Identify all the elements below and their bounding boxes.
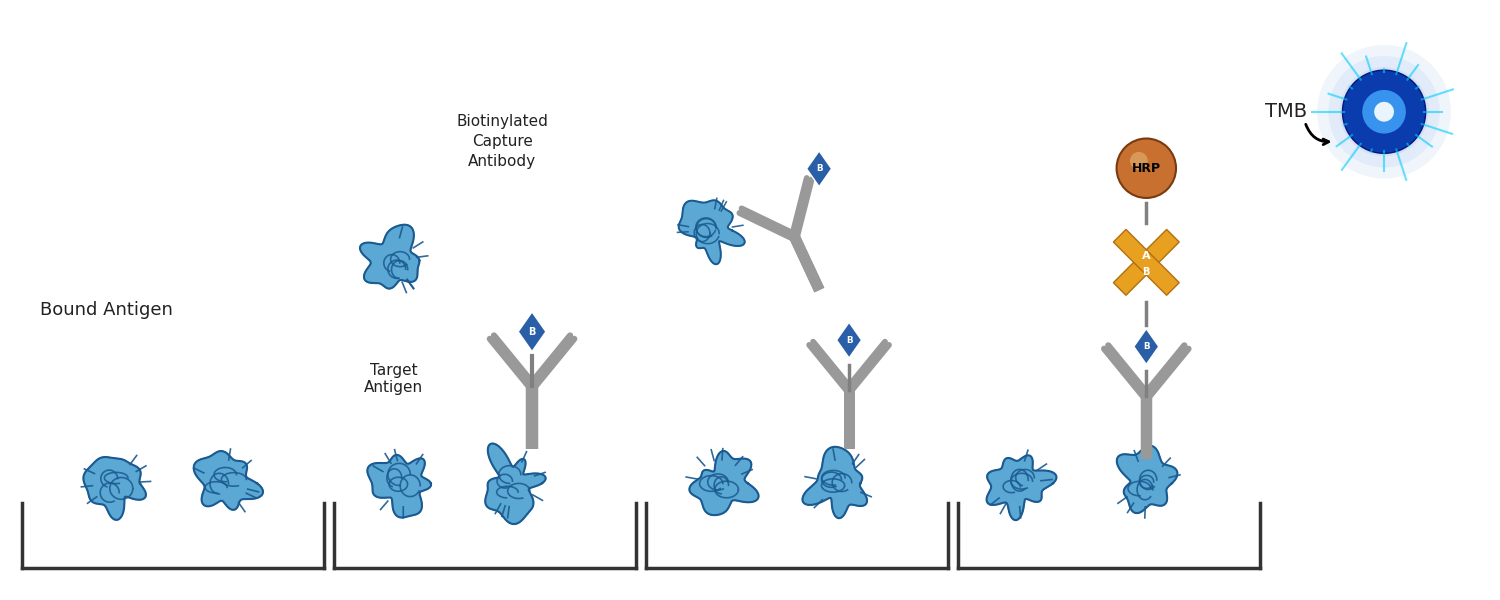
- Circle shape: [1132, 155, 1160, 181]
- Circle shape: [1125, 147, 1167, 190]
- Circle shape: [1317, 45, 1450, 179]
- Circle shape: [1362, 89, 1407, 134]
- Text: Bound Antigen: Bound Antigen: [39, 301, 173, 319]
- Text: HRP: HRP: [1131, 162, 1161, 175]
- Polygon shape: [1134, 329, 1160, 364]
- Text: A: A: [1142, 251, 1150, 262]
- Text: B: B: [816, 164, 822, 173]
- Circle shape: [1340, 67, 1428, 157]
- Polygon shape: [368, 455, 430, 518]
- Circle shape: [1120, 143, 1172, 194]
- Circle shape: [1362, 90, 1406, 134]
- Polygon shape: [484, 443, 546, 524]
- Text: B: B: [528, 327, 536, 337]
- Polygon shape: [690, 451, 759, 515]
- Polygon shape: [84, 457, 146, 520]
- Polygon shape: [987, 455, 1056, 520]
- Text: Biotinylated
Capture
Antibody: Biotinylated Capture Antibody: [456, 114, 549, 169]
- Polygon shape: [1118, 446, 1178, 513]
- Circle shape: [1130, 152, 1148, 170]
- Polygon shape: [518, 312, 546, 352]
- Circle shape: [1374, 102, 1394, 122]
- Circle shape: [1116, 139, 1176, 198]
- Polygon shape: [807, 151, 831, 187]
- Circle shape: [1350, 79, 1418, 145]
- Polygon shape: [802, 447, 867, 518]
- Text: Target
Antigen: Target Antigen: [364, 363, 423, 395]
- Circle shape: [1329, 56, 1440, 167]
- Polygon shape: [837, 322, 861, 358]
- Text: B: B: [846, 335, 852, 344]
- Circle shape: [1342, 70, 1425, 154]
- Polygon shape: [360, 224, 420, 289]
- Text: B: B: [1143, 267, 1150, 277]
- Circle shape: [1137, 160, 1155, 177]
- Polygon shape: [678, 200, 744, 264]
- Text: B: B: [1143, 342, 1149, 351]
- Polygon shape: [194, 451, 262, 510]
- Circle shape: [1116, 139, 1176, 198]
- Circle shape: [1130, 151, 1164, 185]
- Text: TMB: TMB: [1264, 102, 1308, 121]
- Polygon shape: [1113, 229, 1179, 295]
- Polygon shape: [1113, 229, 1179, 295]
- Circle shape: [1372, 101, 1395, 123]
